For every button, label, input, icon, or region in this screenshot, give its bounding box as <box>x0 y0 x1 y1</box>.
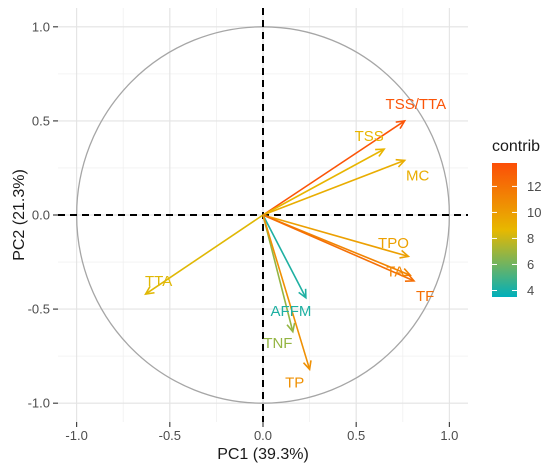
label-tpo: TPO <box>378 235 409 252</box>
label-tss: TSS <box>355 128 384 145</box>
arrow-tss <box>262 148 385 216</box>
legend-tick-label: 12 <box>527 179 541 194</box>
legend-colorbar <box>492 163 517 297</box>
legend-tick-label: 8 <box>527 231 534 246</box>
arrow-mc <box>262 159 405 216</box>
x-tick-label: -0.5 <box>159 428 181 443</box>
label-tta: TTA <box>145 273 172 290</box>
colorbar-gradient <box>492 163 517 297</box>
arrowhead-tf <box>404 273 416 282</box>
y-tick-label: -0.5 <box>28 302 50 317</box>
variable-arrows <box>144 119 416 372</box>
x-tick-label: -1.0 <box>65 428 87 443</box>
label-tss-tta: TSS/TTA <box>386 96 447 113</box>
x-tick-label: 1.0 <box>440 428 458 443</box>
label-ta: TA <box>386 263 404 280</box>
legend-tick-label: 4 <box>527 283 534 298</box>
arrow-tp <box>262 214 311 370</box>
x-axis-ticks: -1.0 -0.5 0.0 0.5 1.0 <box>65 422 458 443</box>
y-tick-label: -1.0 <box>28 396 50 411</box>
legend-tick-label: 6 <box>527 257 534 272</box>
arrowhead-mc <box>395 158 407 168</box>
arrowhead-tp <box>302 360 312 372</box>
arrow-affm <box>262 214 307 299</box>
y-tick-label: 0.0 <box>32 208 50 223</box>
arrow-tpo <box>262 214 409 258</box>
y-axis-title: PC2 (21.3%) <box>11 169 28 261</box>
y-axis-ticks: -1.0 -0.5 0.0 0.5 1.0 <box>28 19 58 411</box>
label-mc: MC <box>406 167 429 184</box>
label-affm: AFFM <box>271 303 312 320</box>
arrow-tf <box>262 214 415 282</box>
legend-ticks: 4 6 8 10 12 <box>492 179 541 298</box>
arrow-tss-tta <box>262 120 406 216</box>
label-tf: TF <box>416 288 434 305</box>
y-tick-label: 1.0 <box>32 19 50 34</box>
x-axis-title: PC1 (39.3%) <box>217 446 309 463</box>
arrowhead-tnf <box>286 322 296 334</box>
arrowhead-tss <box>375 148 386 157</box>
x-tick-label: 0.0 <box>254 428 272 443</box>
arrowhead-tta <box>144 285 155 296</box>
legend-tick-label: 10 <box>527 205 541 220</box>
arrowhead-affm <box>298 288 307 300</box>
arrow-tta <box>145 214 264 295</box>
arrow-tnf <box>262 214 294 332</box>
arrowhead-ta <box>401 267 412 277</box>
x-tick-label: 0.5 <box>347 428 365 443</box>
arrowhead-tpo <box>399 249 411 259</box>
legend-title: contrib <box>492 138 540 155</box>
label-tp: TP <box>285 374 304 391</box>
y-tick-label: 0.5 <box>32 113 50 128</box>
arrowhead-tss-tta <box>395 119 407 130</box>
legend: contrib 4 6 8 10 12 <box>492 138 541 298</box>
label-tnf: TNF <box>263 335 292 352</box>
